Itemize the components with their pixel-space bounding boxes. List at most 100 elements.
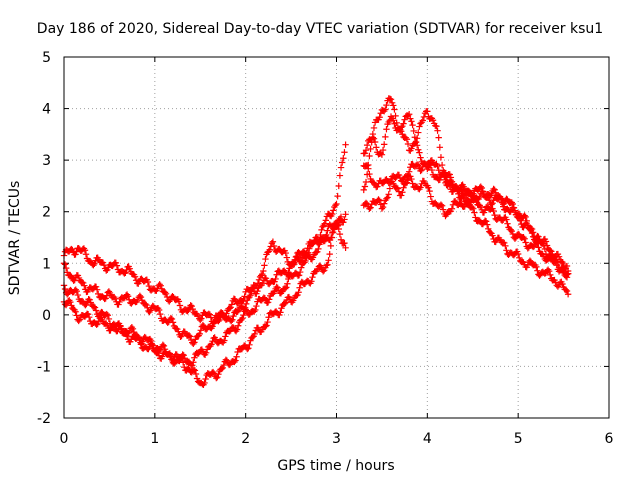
data-point-interp bbox=[382, 133, 389, 141]
data-point-interp bbox=[534, 267, 541, 274]
data-point bbox=[433, 123, 440, 130]
data-point-interp bbox=[365, 165, 372, 172]
data-point-interp bbox=[202, 375, 209, 383]
data-point-interp bbox=[511, 235, 519, 242]
data-point-interp bbox=[428, 166, 436, 174]
data-point-interp bbox=[188, 302, 195, 310]
data-point-interp bbox=[371, 138, 379, 146]
data-point-interp bbox=[536, 272, 543, 279]
data-point-interp bbox=[98, 315, 106, 323]
data-point-interp bbox=[208, 341, 215, 348]
data-point-interp bbox=[167, 314, 175, 322]
data-point-interp bbox=[526, 257, 534, 264]
data-point-interp bbox=[472, 195, 479, 203]
data-point-interp bbox=[304, 245, 311, 252]
data-point-interp bbox=[448, 205, 456, 212]
data-point-interp bbox=[278, 305, 285, 312]
data-point-interp bbox=[341, 239, 348, 247]
data-point-interp bbox=[417, 184, 424, 191]
data-point-interp bbox=[501, 239, 508, 247]
data-point-interp bbox=[260, 267, 267, 275]
data-point-interp bbox=[67, 272, 74, 279]
data-point-interp bbox=[392, 112, 399, 120]
data-point-interp bbox=[92, 283, 100, 291]
data-point-interp bbox=[417, 167, 424, 175]
data-point-interp bbox=[418, 166, 425, 174]
data-point-interp bbox=[469, 203, 476, 211]
data-point bbox=[160, 342, 168, 350]
data-point bbox=[360, 186, 367, 194]
data-point-interp bbox=[309, 254, 317, 261]
data-point-interp bbox=[75, 274, 83, 282]
data-point-interp bbox=[265, 314, 272, 321]
data-point-interp bbox=[227, 304, 234, 311]
chart-title: Day 186 of 2020, Sidereal Day-to-day VTE… bbox=[37, 21, 603, 37]
data-point-interp bbox=[362, 178, 370, 186]
data-point-interp bbox=[240, 311, 247, 319]
data-point-interp bbox=[340, 219, 347, 226]
data-point-interp bbox=[91, 304, 99, 311]
data-point-interp bbox=[510, 252, 518, 259]
data-point-interp bbox=[301, 259, 308, 266]
data-point-interp bbox=[232, 357, 239, 364]
data-point bbox=[324, 261, 331, 268]
data-point-interp bbox=[271, 288, 278, 295]
data-point-interp bbox=[491, 186, 498, 193]
data-point-interp bbox=[416, 123, 423, 130]
data-point-interp bbox=[92, 307, 100, 314]
data-point-interp bbox=[413, 142, 421, 149]
data-point-interp bbox=[395, 171, 403, 179]
data-point-interp bbox=[241, 293, 248, 300]
data-point-interp bbox=[234, 348, 241, 356]
data-point-interp bbox=[476, 217, 483, 224]
data-point-interp bbox=[72, 308, 79, 315]
grid-lines bbox=[64, 57, 609, 418]
data-point-interp bbox=[125, 296, 133, 303]
data-point-interp bbox=[302, 257, 309, 265]
data-point-interp bbox=[129, 325, 137, 333]
data-point-interp bbox=[362, 199, 370, 207]
data-point-interp bbox=[103, 310, 110, 318]
series-trace-2 bbox=[60, 141, 349, 348]
data-point-interp bbox=[132, 277, 140, 284]
data-point-interp bbox=[112, 295, 119, 302]
data-point-interp bbox=[259, 280, 266, 287]
data-point-interp bbox=[318, 226, 325, 234]
data-point bbox=[342, 211, 349, 218]
data-point-interp bbox=[155, 306, 163, 314]
data-point-interp bbox=[148, 341, 156, 348]
data-point-interp bbox=[177, 333, 184, 341]
data-point-interp bbox=[500, 201, 507, 208]
data-point-interp bbox=[286, 265, 293, 272]
data-point-interp bbox=[239, 297, 246, 305]
data-point-interp bbox=[427, 193, 434, 200]
data-point-interp bbox=[94, 320, 101, 328]
data-point-interp bbox=[403, 136, 411, 143]
y-tick-label: 3 bbox=[42, 153, 51, 169]
series-trace-8 bbox=[360, 173, 572, 298]
data-point-interp bbox=[321, 220, 328, 227]
y-tick-label: 2 bbox=[42, 205, 51, 221]
data-point-interp bbox=[220, 361, 227, 369]
data-point bbox=[551, 257, 558, 264]
data-point-interp bbox=[417, 154, 424, 161]
data-point-interp bbox=[497, 196, 505, 203]
data-point-interp bbox=[411, 134, 419, 141]
data-point-interp bbox=[196, 330, 203, 338]
data-point-interp bbox=[366, 152, 373, 160]
data-point-interp bbox=[492, 189, 499, 196]
data-point-interp bbox=[201, 379, 208, 387]
data-point-interp bbox=[147, 307, 154, 314]
data-point-interp bbox=[490, 185, 497, 193]
data-point-interp bbox=[376, 114, 383, 121]
data-point-interp bbox=[210, 319, 217, 326]
data-point-interp bbox=[361, 150, 369, 157]
data-point-interp bbox=[93, 286, 101, 293]
data-point-interp bbox=[191, 339, 198, 346]
data-point-interp bbox=[444, 178, 451, 186]
data-point-interp bbox=[391, 106, 398, 113]
data-point-interp bbox=[87, 299, 94, 306]
data-point-interp bbox=[410, 127, 417, 135]
data-point-interp bbox=[85, 313, 93, 321]
data-point-interp bbox=[526, 226, 534, 233]
